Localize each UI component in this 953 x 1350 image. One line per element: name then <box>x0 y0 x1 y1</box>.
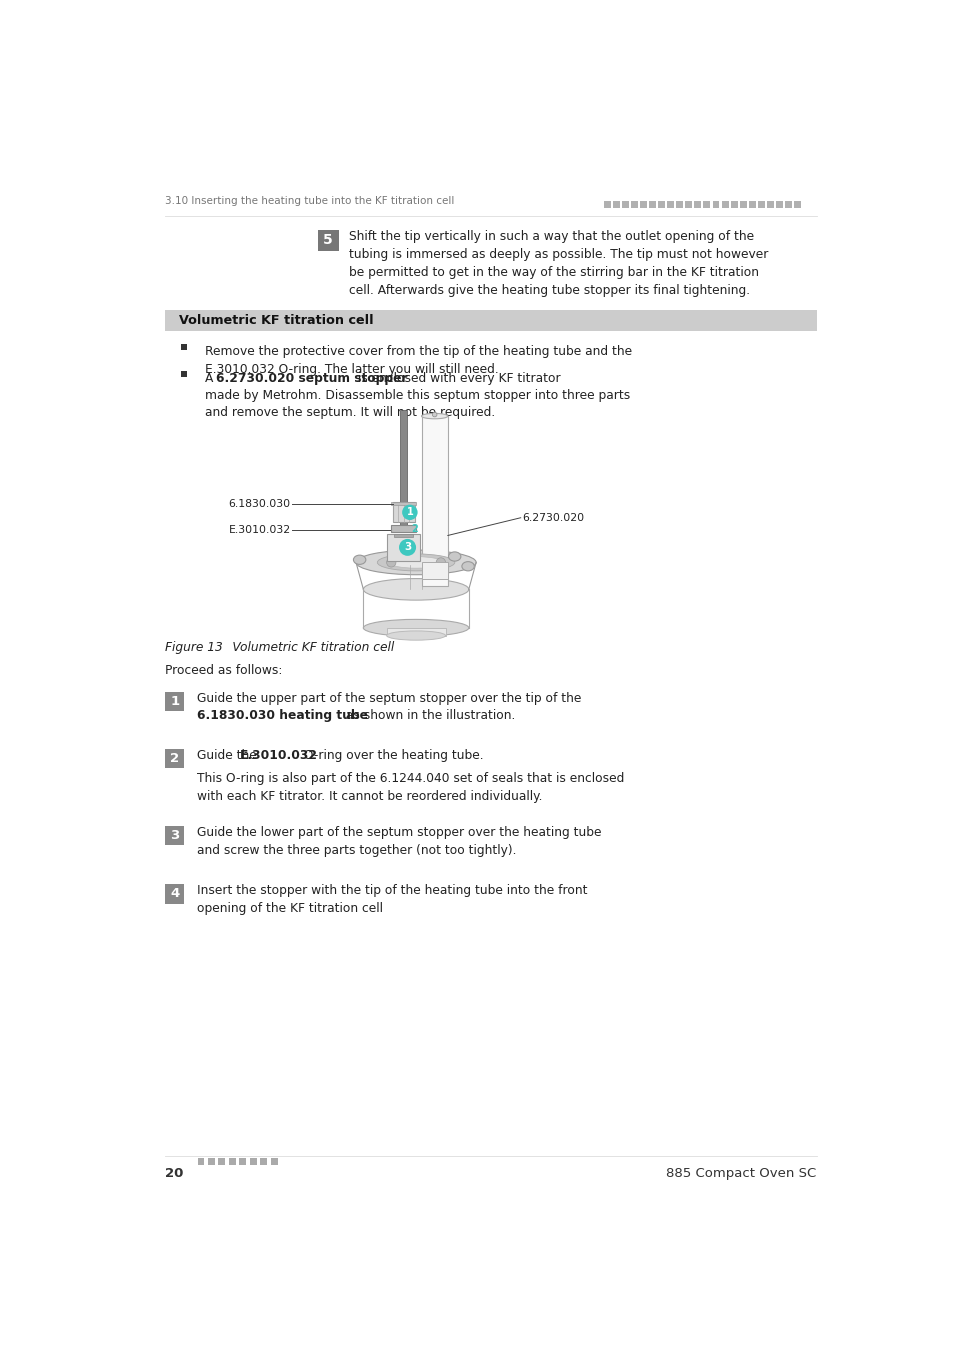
Bar <box>208 1158 214 1165</box>
Bar <box>260 1158 267 1165</box>
Bar <box>676 201 682 208</box>
Bar <box>694 201 700 208</box>
Ellipse shape <box>363 620 468 636</box>
Bar <box>387 533 419 560</box>
Text: Insert the stopper with the tip of the heating tube into the front
opening of th: Insert the stopper with the tip of the h… <box>196 884 587 915</box>
Bar <box>666 201 674 208</box>
Bar <box>391 525 416 532</box>
Ellipse shape <box>386 630 445 640</box>
Bar <box>658 201 664 208</box>
Ellipse shape <box>355 549 476 575</box>
Text: 1: 1 <box>170 695 179 707</box>
Text: 3.10 Inserting the heating tube into the KF titration cell: 3.10 Inserting the heating tube into the… <box>165 196 454 207</box>
Text: A: A <box>205 373 217 385</box>
Text: 4: 4 <box>170 887 179 900</box>
Text: Shift the tip vertically in such a way that the outlet opening of the
tubing is : Shift the tip vertically in such a way t… <box>349 230 768 297</box>
Bar <box>239 1158 246 1165</box>
Ellipse shape <box>448 552 460 562</box>
Bar <box>720 201 728 208</box>
Bar <box>165 749 184 768</box>
Text: This O-ring is also part of the 6.1244.040 set of seals that is enclosed
with ea: This O-ring is also part of the 6.1244.0… <box>196 772 623 803</box>
Text: Guide the lower part of the septum stopper over the heating tube
and screw the t: Guide the lower part of the septum stopp… <box>196 826 600 857</box>
Circle shape <box>386 558 395 567</box>
Bar <box>421 416 447 586</box>
Bar <box>394 533 413 537</box>
Bar <box>386 628 445 636</box>
Bar <box>793 201 800 208</box>
Text: made by Metrohm. Disassemble this septum stopper into three parts: made by Metrohm. Disassemble this septum… <box>205 389 630 402</box>
Text: as shown in the illustration.: as shown in the illustration. <box>341 709 515 722</box>
Bar <box>621 201 628 208</box>
Bar <box>649 201 656 208</box>
Text: Volumetric KF titration cell: Volumetric KF titration cell <box>213 641 394 653</box>
Bar <box>181 344 187 350</box>
Bar <box>784 201 791 208</box>
Text: 6.1830.030: 6.1830.030 <box>228 500 291 509</box>
Text: 3: 3 <box>403 543 411 552</box>
Bar <box>181 371 187 377</box>
Bar <box>197 1158 204 1165</box>
Bar <box>748 201 755 208</box>
Text: Guide the upper part of the septum stopper over the tip of the: Guide the upper part of the septum stopp… <box>196 691 580 705</box>
Ellipse shape <box>363 579 468 601</box>
Circle shape <box>398 539 416 556</box>
Bar <box>730 201 737 208</box>
Text: is enclosed with every KF titrator: is enclosed with every KF titrator <box>354 373 560 385</box>
Text: 20: 20 <box>165 1166 183 1180</box>
Bar <box>165 884 184 903</box>
Text: O-ring over the heating tube.: O-ring over the heating tube. <box>299 749 483 761</box>
Text: Guide the: Guide the <box>196 749 260 761</box>
Bar <box>766 201 773 208</box>
Bar <box>639 201 646 208</box>
Text: 6.2730.020 septum stopper: 6.2730.020 septum stopper <box>216 373 407 385</box>
Bar <box>712 201 719 208</box>
Bar <box>393 502 415 522</box>
Bar <box>317 230 338 251</box>
Text: Remove the protective cover from the tip of the heating tube and the
E.3010.032 : Remove the protective cover from the tip… <box>205 346 632 377</box>
Ellipse shape <box>353 555 365 564</box>
Text: 3: 3 <box>170 829 179 842</box>
Circle shape <box>436 558 445 567</box>
Bar <box>165 310 816 331</box>
Ellipse shape <box>461 562 474 571</box>
Bar <box>229 1158 235 1165</box>
Bar <box>702 201 710 208</box>
Text: 885 Compact Oven SC: 885 Compact Oven SC <box>666 1166 816 1180</box>
Text: 6.2730.020: 6.2730.020 <box>521 513 584 522</box>
Ellipse shape <box>377 554 455 571</box>
Bar <box>218 1158 225 1165</box>
Bar <box>165 691 184 711</box>
Bar <box>421 563 447 579</box>
Bar <box>775 201 782 208</box>
Bar <box>165 826 184 845</box>
Text: 2: 2 <box>411 524 417 533</box>
Text: 6.1830.030 heating tube: 6.1830.030 heating tube <box>196 709 367 722</box>
Ellipse shape <box>421 413 447 418</box>
Bar <box>684 201 692 208</box>
Text: 2: 2 <box>170 752 179 765</box>
Text: E.3010.032: E.3010.032 <box>240 749 317 761</box>
Text: and remove the septum. It will not be required.: and remove the septum. It will not be re… <box>205 406 495 418</box>
Text: E.3010.032: E.3010.032 <box>228 525 291 535</box>
Ellipse shape <box>389 556 443 568</box>
Bar <box>739 201 746 208</box>
Bar <box>757 201 764 208</box>
Text: 5: 5 <box>323 234 333 247</box>
Bar <box>603 201 610 208</box>
Circle shape <box>432 412 436 417</box>
Bar <box>271 1158 277 1165</box>
Bar <box>613 201 619 208</box>
Text: Proceed as follows:: Proceed as follows: <box>165 664 282 678</box>
Bar <box>399 410 407 528</box>
Text: Volumetric KF titration cell: Volumetric KF titration cell <box>179 315 374 327</box>
Bar <box>250 1158 256 1165</box>
Text: Figure 13: Figure 13 <box>165 641 222 653</box>
Circle shape <box>402 505 417 520</box>
Bar <box>631 201 638 208</box>
Bar <box>391 502 416 505</box>
Text: 1: 1 <box>406 508 413 517</box>
